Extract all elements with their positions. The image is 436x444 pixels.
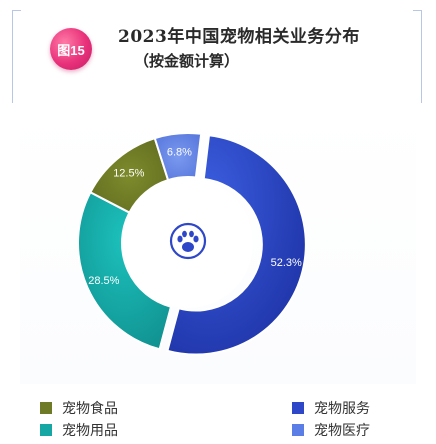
chart-legend: 宠物食品 宠物服务 宠物用品 宠物医疗 — [0, 398, 436, 440]
legend-item-supplies: 宠物用品 — [40, 420, 118, 440]
chart-title: 2023年中国宠物相关业务分布 — [118, 27, 360, 47]
data-label-slice-medical: 6.8% — [167, 146, 192, 158]
legend-swatch — [292, 424, 304, 436]
slice-medical — [153, 132, 203, 182]
title-bracket-right — [413, 10, 422, 103]
pet-paw-icon — [169, 222, 207, 260]
data-label-slice-supplies: 28.5% — [88, 275, 119, 287]
slice-supplies — [77, 190, 173, 351]
chart-area: 52.3% 28.5% 12.5% 6.8% — [20, 108, 416, 384]
donut-chart: 52.3% 28.5% 12.5% 6.8% — [77, 132, 307, 356]
legend-swatch — [40, 402, 52, 414]
legend-item-service: 宠物服务 — [292, 398, 370, 418]
legend-label: 宠物医疗 — [314, 423, 370, 439]
legend-label: 宠物食品 — [62, 401, 118, 417]
legend-item-medical: 宠物医疗 — [292, 420, 370, 440]
data-label-slice-food: 12.5% — [113, 168, 144, 180]
slice-service — [166, 134, 307, 356]
figure-number-badge: 图15 — [50, 28, 92, 70]
legend-label: 宠物用品 — [62, 423, 118, 439]
chart-subtitle: （按金额计算） — [134, 52, 240, 70]
legend-label: 宠物服务 — [314, 401, 370, 417]
data-label-slice-service: 52.3% — [271, 257, 302, 269]
title-bracket-left — [12, 10, 21, 103]
legend-item-food: 宠物食品 — [40, 398, 118, 418]
legend-swatch — [40, 424, 52, 436]
legend-swatch — [292, 402, 304, 414]
